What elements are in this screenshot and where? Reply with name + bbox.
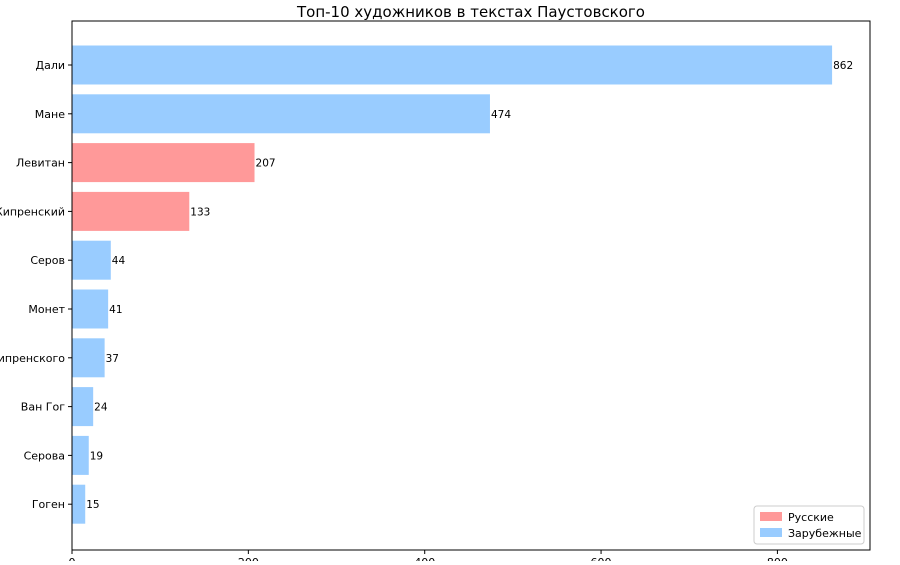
bar-9 <box>72 435 89 475</box>
bar-1 <box>72 45 833 85</box>
y-tick-label-3: Левитан <box>16 157 65 170</box>
x-tick-label-1: 0 <box>69 556 76 561</box>
data-label-8: 24 <box>94 402 108 414</box>
data-label-1: 862 <box>833 60 853 72</box>
axes-frame <box>71 20 871 551</box>
data-label-5: 44 <box>112 255 126 267</box>
data-label-2: 474 <box>491 109 511 121</box>
legend-swatch-1 <box>760 512 782 521</box>
bar-7 <box>72 338 105 378</box>
x-tick-label-4: 600 <box>591 556 612 561</box>
legend: Русские Зарубежные <box>753 505 865 545</box>
data-label-3: 207 <box>256 158 276 170</box>
chart-title: Топ-10 художников в текстах Паустовского <box>296 3 645 21</box>
data-label-10: 15 <box>86 499 99 511</box>
x-tick-label-5: 800 <box>767 556 788 561</box>
x-tick-label-2: 200 <box>238 556 259 561</box>
x-tick-label-3: 400 <box>414 556 435 561</box>
data-label-7: 37 <box>106 353 119 365</box>
bar-4 <box>72 191 190 231</box>
y-tick-label-4: Кипренский <box>0 205 65 218</box>
y-tick-label-7: Кипренского <box>0 352 65 365</box>
legend-label-1: Русские <box>788 511 834 524</box>
bar-8 <box>72 387 94 427</box>
bar-2 <box>72 94 490 134</box>
bar-5 <box>72 240 111 280</box>
y-tick-label-8: Ван Гог <box>21 401 65 414</box>
data-label-6: 41 <box>109 304 122 316</box>
y-tick-label-10: Гоген <box>32 498 65 511</box>
y-tick-label-1: Дали <box>35 59 65 72</box>
bar-6 <box>72 289 109 329</box>
y-tick-label-6: Монет <box>28 303 65 316</box>
legend-swatch-2 <box>760 528 782 537</box>
y-tick-label-2: Мане <box>35 108 65 121</box>
bar-3 <box>72 143 255 183</box>
data-label-4: 133 <box>190 206 210 218</box>
data-label-9: 19 <box>90 450 103 462</box>
y-tick-label-5: Серов <box>30 254 65 267</box>
y-tick-label-9: Серова <box>24 449 65 462</box>
legend-label-2: Зарубежные <box>788 527 862 540</box>
plot-area: 862 Дали 474 Мане 207 Левитан 133 Кипренский 44 С… <box>0 20 871 565</box>
bar-10 <box>72 484 86 524</box>
